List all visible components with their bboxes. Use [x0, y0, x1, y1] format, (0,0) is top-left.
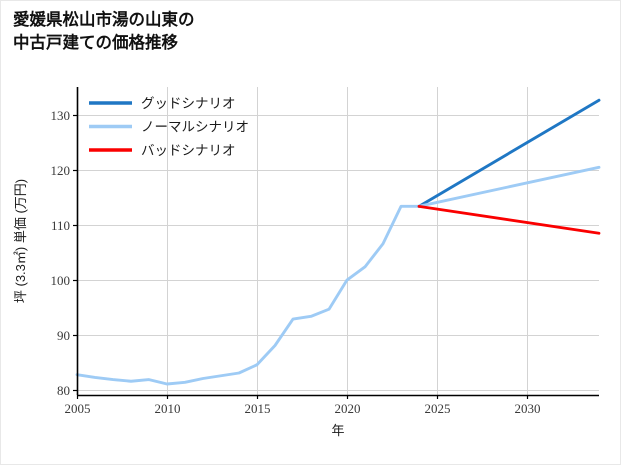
title-line-1: 愛媛県松山市湯の山東の [13, 11, 195, 29]
y-axis-ticks: 80 90 100 110 120 130 [51, 108, 77, 398]
x-tick-label: 2030 [515, 401, 541, 416]
x-tick-label: 2005 [65, 401, 91, 416]
series-line-2 [417, 165, 601, 208]
data-series-layer [75, 98, 601, 386]
series-line-1 [417, 98, 601, 208]
x-tick-label: 2015 [245, 401, 271, 416]
x-tick-label: 2010 [155, 401, 181, 416]
y-tick-label: 130 [51, 108, 71, 123]
y-tick-label: 80 [57, 383, 70, 398]
y-tick-label: 110 [51, 218, 70, 233]
legend-label-2: バッドシナリオ [141, 143, 236, 158]
y-tick-label: 120 [51, 163, 71, 178]
x-axis-title: 年 [331, 423, 344, 438]
y-tick-label: 100 [51, 273, 71, 288]
x-axis-ticks: 2005 2010 2015 2020 2025 2030 [65, 395, 541, 416]
x-tick-label: 2020 [335, 401, 361, 416]
legend-label-1: ノーマルシナリオ [141, 120, 249, 135]
y-tick-label: 90 [57, 328, 70, 343]
series-line-0 [75, 204, 421, 386]
plot-area [77, 87, 599, 395]
title-line-2: 中古戸建ての価格推移 [13, 34, 178, 53]
gridlines-horizontal [77, 115, 599, 391]
series-line-3 [417, 204, 601, 235]
x-tick-label: 2025 [425, 401, 451, 416]
page-title: 愛媛県松山市湯の山東の 中古戸建ての価格推移 [13, 9, 433, 56]
y-axis-title: 坪 (3.3㎡) 単価 (万円) [13, 179, 28, 303]
legend-label-0: グッドシナリオ [141, 96, 236, 111]
